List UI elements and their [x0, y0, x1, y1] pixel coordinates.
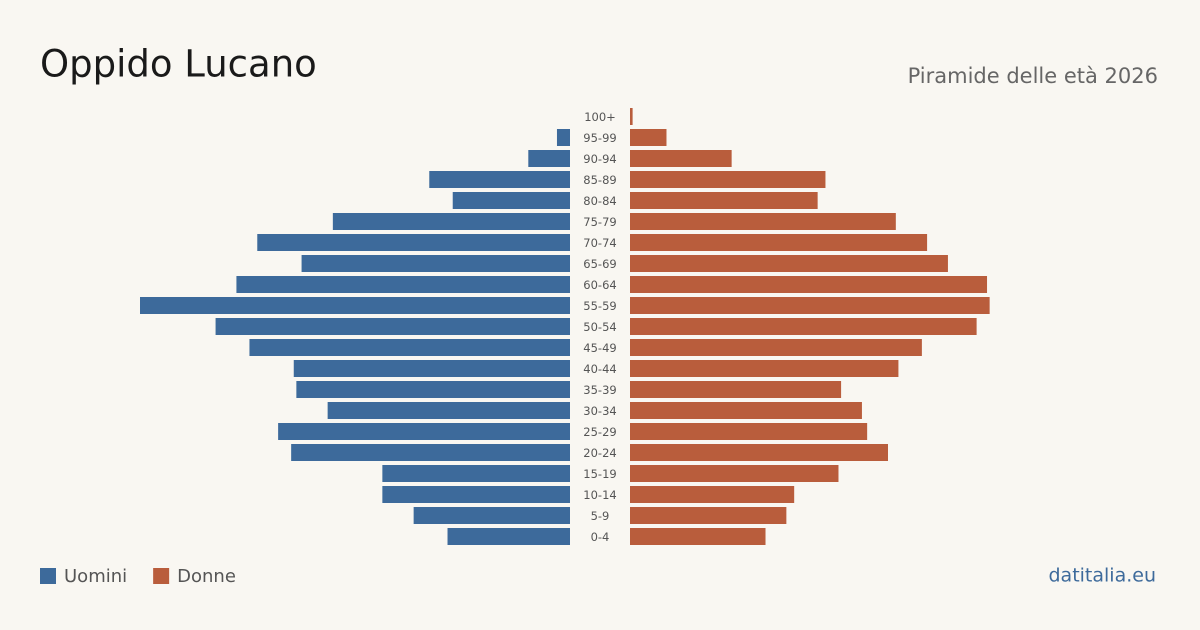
- female-bar: [630, 423, 868, 440]
- male-bar: [278, 423, 570, 440]
- female-bar: [630, 381, 842, 398]
- age-label: 100+: [584, 110, 616, 124]
- age-label: 10-14: [583, 488, 616, 502]
- legend-label: Uomini: [64, 566, 127, 587]
- male-bar: [236, 276, 570, 293]
- male-bar: [293, 360, 570, 377]
- age-label: 60-64: [583, 278, 616, 292]
- female-bar: [630, 486, 795, 503]
- male-bar: [215, 318, 571, 335]
- age-label: 30-34: [583, 404, 616, 418]
- female-bar: [630, 255, 948, 272]
- female-bar: [630, 171, 826, 188]
- female-bar: [630, 276, 988, 293]
- chart-subtitle: Piramide delle età 2026: [908, 64, 1158, 88]
- male-bar: [296, 381, 570, 398]
- chart-title: Oppido Lucano: [40, 43, 317, 86]
- male-bar: [301, 255, 570, 272]
- age-label: 40-44: [583, 362, 616, 376]
- age-label: 70-74: [583, 236, 616, 250]
- female-bar: [630, 402, 862, 419]
- male-bar: [332, 213, 570, 230]
- male-bar: [528, 150, 570, 167]
- age-label: 50-54: [583, 320, 616, 334]
- legend-label: Donne: [177, 566, 236, 587]
- age-label: 65-69: [583, 257, 616, 271]
- female-bar: [630, 339, 922, 356]
- female-bar: [630, 213, 896, 230]
- male-bar: [140, 297, 570, 314]
- male-bar: [382, 486, 570, 503]
- female-bar: [630, 234, 928, 251]
- legend-swatch: [153, 568, 170, 584]
- age-label: 95-99: [583, 131, 616, 145]
- age-label: 5-9: [591, 509, 610, 523]
- age-label: 15-19: [583, 467, 616, 481]
- female-bar: [630, 129, 667, 146]
- age-label: 25-29: [583, 425, 616, 439]
- male-bar: [447, 528, 570, 545]
- female-bar: [630, 360, 899, 377]
- age-label: 80-84: [583, 194, 616, 208]
- male-bar: [413, 507, 570, 524]
- age-label: 85-89: [583, 173, 616, 187]
- female-bar: [630, 297, 990, 314]
- female-bar: [630, 444, 888, 461]
- age-label: 0-4: [591, 530, 610, 544]
- age-label: 90-94: [583, 152, 616, 166]
- source: datitalia.eu: [1049, 565, 1157, 587]
- male-bar: [429, 171, 570, 188]
- male-bar: [291, 444, 570, 461]
- male-bar: [556, 129, 570, 146]
- female-bar: [630, 192, 818, 209]
- age-label: 75-79: [583, 215, 616, 229]
- female-bar: [630, 108, 633, 125]
- female-bar: [630, 465, 839, 482]
- male-bar: [257, 234, 570, 251]
- male-bar: [452, 192, 570, 209]
- legend-swatch: [40, 568, 56, 584]
- age-label: 55-59: [583, 299, 616, 313]
- male-bar: [382, 465, 570, 482]
- female-bar: [630, 528, 766, 545]
- male-bar: [249, 339, 571, 356]
- male-bar: [327, 402, 570, 419]
- age-label: 20-24: [583, 446, 616, 460]
- female-bar: [630, 507, 787, 524]
- female-bar: [630, 150, 732, 167]
- age-label: 45-49: [583, 341, 616, 355]
- age-label: 35-39: [583, 383, 616, 397]
- female-bar: [630, 318, 977, 335]
